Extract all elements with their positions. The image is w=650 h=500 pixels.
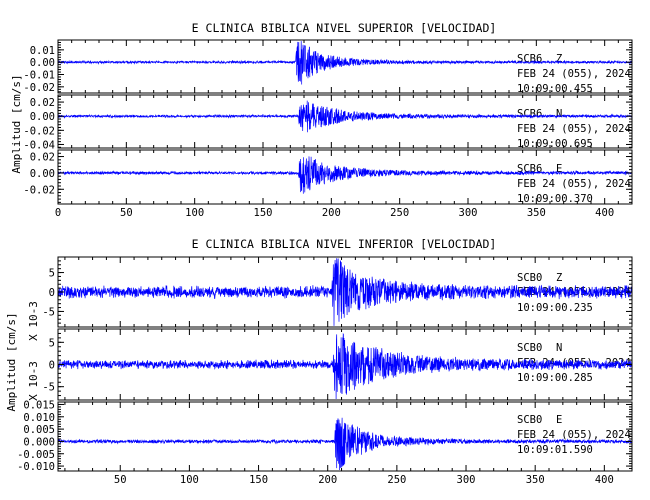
y-tick-label: 0.00 <box>30 111 55 123</box>
component-label: Z <box>556 53 562 65</box>
y-tick-label: -0.02 <box>23 184 55 196</box>
upper-chart-title: E CLINICA BIBLICA NIVEL SUPERIOR [VELOCI… <box>192 21 497 35</box>
date-label: FEB 24 (055), 2024 <box>517 123 631 135</box>
station-label: SCB0 <box>517 342 542 354</box>
lower-chart-ylabel: Amplitud [cm/s] <box>5 312 18 411</box>
y-tick-label: -0.01 <box>23 70 55 82</box>
y-tick-label: 0.010 <box>23 412 55 424</box>
x-tick-label: 100 <box>180 474 199 486</box>
x-tick-label: 300 <box>457 474 476 486</box>
y-tick-label: -0.010 <box>17 461 55 473</box>
y-tick-label: 0.00 <box>30 57 55 69</box>
waveform-trace <box>57 156 633 194</box>
y-tick-label: 0.01 <box>30 45 55 57</box>
upper-x-axis: 0 50 100 150 200 250 300 350 400 <box>55 207 614 219</box>
lower-panel-z: X 10-3 SCB0 Z FEB 24 (055), 2024 10:09:0… <box>27 256 633 341</box>
x-tick-label: 250 <box>387 474 406 486</box>
x-tick-label: 50 <box>114 474 127 486</box>
y-tick-label: -0.005 <box>17 449 55 461</box>
station-label: SCB0 <box>517 414 542 426</box>
x-tick-label: 100 <box>185 207 204 219</box>
waveform-trace <box>57 100 633 133</box>
y-tick-label: -5 <box>42 306 55 318</box>
x-tick-label: 150 <box>254 207 273 219</box>
lower-panel-e: SCB0 E FEB 24 (055), 2024 10:09:01.590 0… <box>17 399 633 473</box>
x-tick-label: 150 <box>249 474 268 486</box>
component-label: E <box>556 163 562 175</box>
waveform-trace <box>57 41 633 85</box>
x-tick-label: 400 <box>595 474 614 486</box>
y-tick-label: 0.02 <box>30 152 55 164</box>
y-tick-label: 5 <box>49 337 55 349</box>
component-label: N <box>556 108 562 120</box>
time-label: 10:09:00.285 <box>517 372 593 384</box>
x-tick-label: 400 <box>595 207 614 219</box>
station-label: SCB0 <box>517 272 542 284</box>
y-tick-label: -0.02 <box>23 82 55 94</box>
time-label: 10:09:00.235 <box>517 302 593 314</box>
scale-label: X 10-3 <box>27 361 40 401</box>
x-tick-label: 0 <box>55 207 61 219</box>
x-tick-label: 350 <box>526 474 545 486</box>
x-tick-label: 300 <box>459 207 478 219</box>
y-tick-label: 0.02 <box>30 97 55 109</box>
y-tick-label: 0.000 <box>23 436 55 448</box>
x-tick-label: 200 <box>322 207 341 219</box>
y-tick-label: -0.04 <box>23 139 55 151</box>
date-label: FEB 24 (055), 2024 <box>517 178 631 190</box>
waveform-trace <box>57 417 633 471</box>
date-label: FEB 24 (055), 2024 <box>517 68 631 80</box>
upper-panel-e: SCB6 E FEB 24 (055), 2024 10:09:00.370 0… <box>23 149 633 205</box>
date-label: FEB 24 (055), 2024 <box>517 429 631 441</box>
component-label: Z <box>556 272 562 284</box>
y-tick-label: 0.015 <box>23 399 55 411</box>
upper-panel-z: SCB6 Z FEB 24 (055), 2024 10:09:00.455 0… <box>23 39 633 95</box>
y-tick-label: 0.005 <box>23 424 55 436</box>
component-label: E <box>556 414 562 426</box>
y-tick-label: 0 <box>49 287 55 299</box>
upper-panel-n: SCB6 N FEB 24 (055), 2024 10:09:00.695 0… <box>23 94 633 151</box>
waveform-trace <box>57 332 633 400</box>
y-tick-label: 5 <box>49 268 55 280</box>
upper-chart-ylabel: Amplitud [cm/s] <box>10 74 23 173</box>
time-label: 10:09:00.370 <box>517 193 593 205</box>
time-label: 10:09:01.590 <box>517 444 593 456</box>
component-label: N <box>556 342 562 354</box>
waveform-trace <box>57 258 633 326</box>
y-tick-label: 0.00 <box>30 168 55 180</box>
lower-chart-title: E CLINICA BIBLICA NIVEL INFERIOR [VELOCI… <box>192 237 497 251</box>
x-tick-label: 50 <box>120 207 133 219</box>
y-tick-label: 0 <box>49 360 55 372</box>
x-tick-label: 200 <box>318 474 337 486</box>
x-tick-label: 250 <box>390 207 409 219</box>
upper-chart: E CLINICA BIBLICA NIVEL SUPERIOR [VELOCI… <box>10 21 633 219</box>
lower-chart: E CLINICA BIBLICA NIVEL INFERIOR [VELOCI… <box>5 237 633 486</box>
station-label: SCB6 <box>517 108 542 120</box>
y-tick-label: -5 <box>42 382 55 394</box>
y-tick-label: -0.02 <box>23 125 55 137</box>
scale-label: X 10-3 <box>27 301 40 341</box>
x-tick-label: 350 <box>527 207 546 219</box>
lower-panel-n: X 10-3 SCB0 N FEB 24 (055), 2024 10:09:0… <box>27 328 633 401</box>
lower-x-axis: 50 100 150 200 250 300 350 400 <box>114 474 614 486</box>
